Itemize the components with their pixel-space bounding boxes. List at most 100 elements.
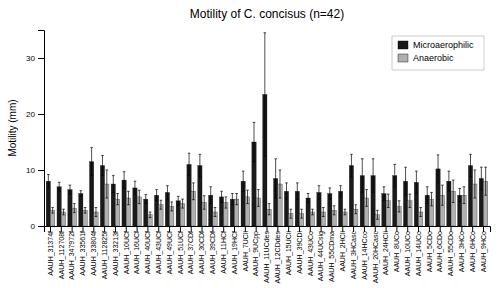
marks	[46, 33, 488, 226]
x-tick: AAUH_16UCf	[133, 226, 141, 274]
y-tick-mark	[38, 58, 44, 59]
error-bar	[199, 154, 202, 176]
error-bar	[160, 200, 163, 209]
x-tick-label: AAUH_19HCf	[231, 231, 239, 274]
x-tick: AAUH_55CDma	[328, 226, 336, 282]
legend-item: Microaerophilic	[398, 40, 474, 50]
x-tick: AAUH_9UCpp	[252, 226, 260, 276]
x-tick-label: AAUH_3HCo	[458, 231, 466, 272]
x-tick-label: AAUH_5CDo	[426, 231, 434, 272]
x-tick: AAUH_347972f	[68, 226, 76, 280]
error-bar	[339, 186, 342, 197]
x-tick: AAUH_39CDi	[296, 226, 304, 274]
x-tick-label: AAUH_33804f	[90, 231, 98, 276]
error-bar	[58, 182, 61, 191]
error-bar	[144, 195, 147, 204]
x-tick: AAUH_55CDo	[447, 226, 455, 276]
error-bar	[415, 171, 418, 193]
y-tick-mark	[38, 226, 44, 227]
error-bar	[123, 172, 126, 189]
legend-label: Microaerophilic	[413, 40, 474, 50]
error-bar	[300, 209, 303, 218]
error-bar	[344, 209, 347, 215]
error-bar	[474, 170, 477, 198]
x-tick-label: AAUH_55CDma	[328, 231, 336, 282]
error-bar	[463, 187, 466, 204]
y-tick: 10	[26, 166, 44, 175]
error-bar	[73, 204, 76, 213]
error-bar	[138, 190, 141, 203]
error-bar	[170, 202, 173, 211]
x-tick: AAUH_112825f	[101, 226, 109, 279]
y-tick-mark	[38, 114, 44, 115]
error-bar	[181, 199, 184, 208]
x-tick: AAUH_11UCdes	[263, 226, 271, 283]
x-tick: AAUH_12CDdes	[274, 226, 282, 284]
x-tick-label: AAUH_6HCo	[469, 231, 477, 272]
error-bar	[311, 209, 314, 215]
error-bar	[393, 164, 396, 186]
error-bar	[372, 159, 375, 193]
x-tick: AAUH_14UCo	[415, 226, 423, 276]
error-bar	[90, 148, 93, 176]
error-bar	[279, 170, 282, 198]
x-tick: AAUH_6CDo	[436, 226, 444, 272]
x-tick: AAUH_31374f	[47, 226, 55, 276]
x-tick-label: AAUH_8UCo	[393, 231, 401, 272]
title: Motility of C. concisus (n=42)	[190, 7, 344, 21]
error-bar	[134, 181, 137, 194]
y-tick-label: 30	[26, 54, 35, 63]
x-tick-label: AAUH_24HCli	[382, 231, 390, 276]
bar	[57, 187, 61, 226]
error-bar	[430, 192, 433, 205]
error-bar	[209, 187, 212, 204]
error-bar	[116, 194, 119, 205]
legend-item: Anaerobic	[398, 53, 454, 63]
chart: 0102030AAUH_31374fAAUH_112708fAAUH_34797…	[0, 0, 500, 288]
error-bar	[155, 190, 158, 201]
x-tick: AAUH_15UCli	[285, 226, 293, 275]
x-tick-label: AAUH_55CDo	[447, 231, 455, 276]
error-bar	[225, 197, 228, 208]
error-bar	[350, 154, 353, 176]
series	[46, 33, 483, 226]
error-bar	[220, 191, 223, 202]
error-bar	[84, 208, 87, 214]
y-tick: 30	[26, 54, 44, 63]
error-bar	[105, 170, 108, 198]
error-bar	[257, 190, 260, 207]
error-bar	[318, 186, 321, 199]
x-tick: AAUH_40UCf	[144, 226, 152, 274]
x-tick: AAUH_19HCf	[231, 226, 239, 274]
error-bar	[101, 155, 104, 175]
error-bar	[51, 208, 54, 214]
x-tick: AAUH_3HCo	[458, 226, 466, 272]
error-bar	[69, 185, 72, 194]
error-bar	[231, 194, 234, 205]
x-tick: AAUH_43UCf	[155, 226, 163, 274]
x-tick-label: AAUH_39CDi	[296, 231, 304, 274]
plot: 0102030AAUH_31374fAAUH_112708fAAUH_34797…	[26, 31, 490, 284]
error-bar	[480, 167, 483, 189]
x-tick-label: AAUH_40UCf	[144, 231, 152, 274]
error-bar	[290, 209, 293, 218]
error-bar	[177, 196, 180, 205]
x-tick: AAUH_10UCf	[123, 226, 131, 274]
x-tick-label: AAUH_7UCli	[242, 231, 250, 272]
x-tick: AAUH_6HCo	[469, 226, 477, 272]
x-tick: AAUH_8UCo	[393, 226, 401, 272]
error-bar	[404, 167, 407, 195]
error-bar	[268, 204, 271, 215]
x-tick-label: AAUH_347972f	[68, 231, 76, 280]
error-bar	[322, 208, 325, 217]
x-tick: AAUH_37CDf	[187, 226, 195, 274]
error-bar	[47, 174, 50, 187]
x-tick: AAUH_3HCasc	[350, 226, 358, 279]
error-bar	[112, 176, 115, 193]
error-bar	[365, 190, 368, 207]
x-tick-label: AAUH_51UCf	[177, 231, 185, 274]
x-tick: AAUH_39CDf	[209, 226, 217, 274]
x-tick: AAUH_9HCo	[480, 226, 488, 272]
x-tick-label: AAUH_2HCli	[339, 231, 347, 272]
error-bars	[47, 33, 483, 205]
